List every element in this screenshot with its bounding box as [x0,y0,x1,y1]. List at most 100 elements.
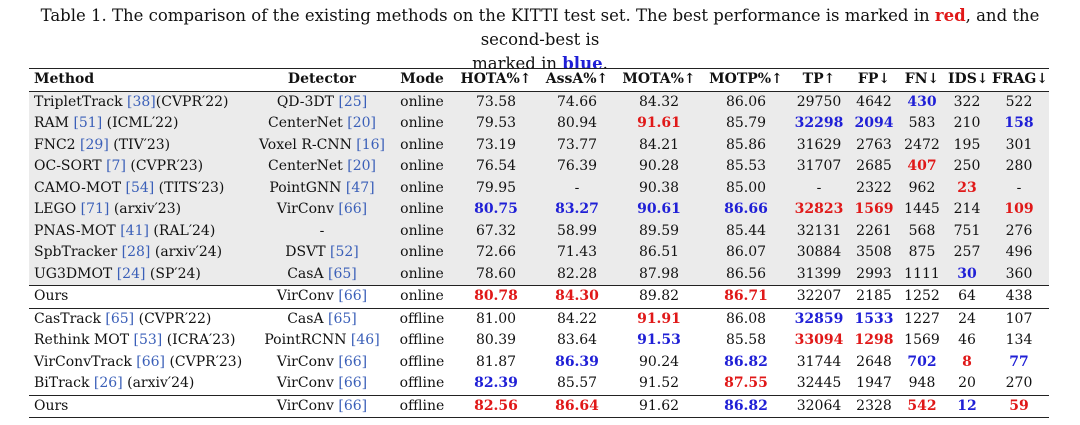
metric-cell: 83.64 [556,332,598,348]
citation-ref[interactable]: [51] [73,115,103,131]
metric-cell: 86.82 [703,394,789,418]
table-row: VirConvTrack [66] (CVPR′23) VirConv [66] o… [29,352,1049,374]
metric-cell: 107 [989,307,1049,330]
metric-cell: 76.54 [453,156,539,178]
metric-cell: 31707 [789,156,849,178]
metric-cell: 257 [945,242,989,264]
metric-cell: 85.58 [725,332,767,348]
metric-cell: 84.32 [615,91,703,113]
column-header: FN↓ [899,68,945,92]
metric-cell: 134 [1005,332,1033,348]
detector-cell: PointRCNN [46] [264,332,380,348]
metric-cell: 76.39 [539,156,615,178]
metric-cell: 86.56 [703,263,789,286]
metric-cell: 29750 [789,91,849,113]
citation-ref[interactable]: [26] [93,375,123,391]
metric-cell: 322 [945,91,989,113]
citation-ref[interactable]: [47] [345,179,375,196]
citation-ref[interactable]: [29] [80,136,109,153]
citation-ref[interactable]: [66] [136,353,166,370]
detector-cell: CasA [65] [253,263,391,286]
mode-cell: online [391,177,453,199]
metric-cell: 31629 [789,134,849,156]
citation-ref[interactable]: [66] [338,397,368,414]
metric-cell: 2685 [849,156,899,178]
citation-ref[interactable]: [65] [328,310,357,327]
metric-cell: 85.86 [703,134,789,156]
metric-cell: 30 [945,263,989,286]
metric-cell: 2763 [849,134,899,156]
metric-cell: 702 [907,353,937,370]
metric-cell: 1252 [899,285,945,308]
detector-cell: VirConv [66] [276,353,368,370]
citation-ref[interactable]: [65] [328,265,357,282]
metric-cell: 86.06 [703,91,789,113]
metric-cell: 360 [989,263,1049,286]
metric-cell: 85.79 [703,113,789,135]
citation-ref[interactable]: [20] [347,115,376,131]
metric-cell: 82.39 [474,375,518,391]
column-header: AssA%↑ [539,68,615,92]
metric-cell: 32823 [789,199,849,221]
detector-cell: - [253,220,391,242]
citation-ref[interactable]: [71] [80,201,110,217]
citation-ref[interactable]: [66] [338,288,368,304]
method-cell: CAMO-MOT [54] (TITS′23) [29,177,253,199]
detector-cell: CasA [65] [253,307,391,330]
metric-cell: 1947 [856,375,892,391]
metric-cell: 74.66 [539,91,615,113]
metric-cell: 270 [1005,375,1033,391]
detector-cell: PointGNN [47] [253,177,391,199]
citation-ref[interactable]: [7] [106,158,126,174]
metric-cell: 81.00 [453,307,539,330]
metric-cell: 407 [899,156,945,178]
table-row: PNAS-MOT [41] (RAL′24) - online 67.32 58.99 8… [29,220,1049,242]
metric-cell: - [989,177,1049,199]
table-row: LEGO [71] (arxiv′23) VirConv [66] online 80… [29,199,1049,221]
citation-ref[interactable]: [16] [356,136,386,153]
citation-ref[interactable]: [20] [347,158,376,174]
mode-cell: offline [399,353,445,370]
metric-cell: 81.87 [475,353,517,370]
method-cell: Ours [29,394,253,418]
metric-cell: 64 [945,285,989,308]
citation-ref[interactable]: [46] [350,332,380,348]
caption-red-word: red [934,6,966,25]
metric-cell: 23 [945,177,989,199]
metric-cell: 32445 [796,375,842,391]
metric-cell: 80.78 [453,285,539,308]
citation-ref[interactable]: [24] [116,265,146,282]
metric-cell: 86.08 [703,307,789,330]
metric-cell: 90.28 [615,156,703,178]
metric-cell: 31744 [796,353,842,370]
citation-ref[interactable]: [54] [125,179,155,196]
citation-ref[interactable]: [52] [329,244,359,260]
citation-ref[interactable]: [25] [338,93,368,110]
citation-ref[interactable]: [38] [127,93,156,110]
metric-cell: 3508 [849,242,899,264]
metric-cell: 32298 [789,113,849,135]
metric-cell: 91.52 [638,375,680,391]
metric-cell: 86.51 [615,242,703,264]
metric-cell: 89.82 [615,285,703,308]
column-header: Detector [253,68,391,92]
mode-cell: offline [391,394,453,418]
metric-cell: 86.66 [703,199,789,221]
metric-cell: 1445 [899,199,945,221]
metric-cell: 73.77 [539,134,615,156]
method-cell: Rethink MOT [53] (ICRA′23) [34,332,236,348]
citation-ref[interactable]: [66] [338,201,368,217]
citation-ref[interactable]: [66] [338,353,368,370]
column-header: TP↑ [789,68,849,92]
citation-ref[interactable]: [65] [105,310,135,327]
metric-cell: - [789,177,849,199]
citation-ref[interactable]: [28] [121,244,151,260]
citation-ref[interactable]: [66] [338,375,368,391]
detector-cell: VirConv [66] [253,285,391,308]
metric-cell: 82.28 [539,263,615,286]
citation-ref[interactable]: [41] [120,222,149,239]
table-row: Ours VirConv [66] online 80.78 84.30 89.82 86.… [29,285,1049,308]
metric-cell: 751 [945,220,989,242]
caption-text: Table 1. The comparison of the existing … [40,6,930,25]
citation-ref[interactable]: [53] [133,332,163,348]
